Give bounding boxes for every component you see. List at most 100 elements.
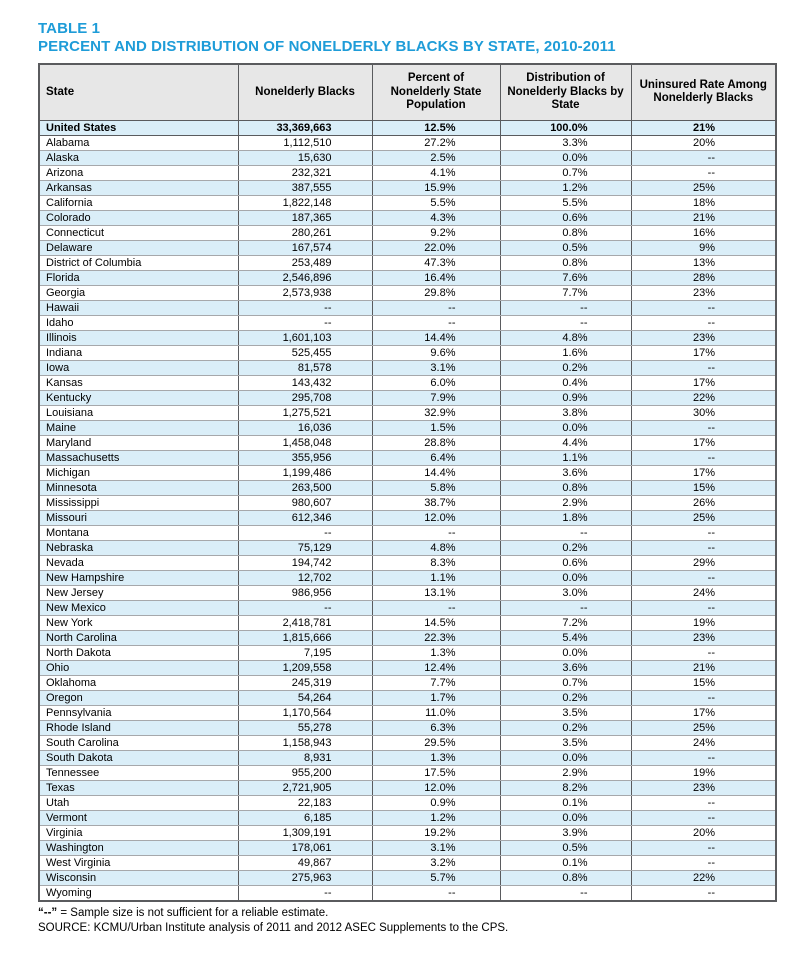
value-cell: 0.0% [499,809,632,826]
dash-note-text: = Sample size is not sufficient for a re… [57,906,329,919]
state-cell: Indiana [38,344,239,361]
value-cell: -- [630,314,777,331]
table-row: North Carolina 1,815,666 22.3% 5.4% 23% [38,629,777,646]
state-cell: Vermont [38,809,239,826]
value-cell: 6.0% [371,374,501,391]
value-cell: -- [237,299,373,316]
state-cell: Kansas [38,374,239,391]
value-cell: 29.5% [371,734,501,751]
value-cell: -- [630,809,777,826]
table-row: Washington 178,061 3.1% 0.5% -- [38,839,777,856]
value-cell: 20% [630,134,777,151]
value-cell: 8.2% [499,779,632,796]
table-row: Wisconsin 275,963 5.7% 0.8% 22% [38,869,777,886]
value-cell: 194,742 [237,554,373,571]
value-cell: 7.9% [371,389,501,406]
value-cell: 21% [630,119,777,136]
value-cell: 2,721,905 [237,779,373,796]
value-cell: 2,546,896 [237,269,373,286]
value-cell: 1,275,521 [237,404,373,421]
value-cell: 16% [630,224,777,241]
table-label: TABLE 1 [38,20,101,37]
dash-symbol: “--” [38,906,58,919]
value-cell: 19% [630,614,777,631]
state-cell: Iowa [38,359,239,376]
value-cell: 1.2% [371,809,501,826]
value-cell: 47.3% [371,254,501,271]
state-cell: Ohio [38,659,239,676]
value-cell: 14.4% [371,329,501,346]
page-content: TABLE 1 PERCENT AND DISTRIBUTION OF NONE… [38,20,777,934]
value-cell: 11.0% [371,704,501,721]
value-cell: -- [499,884,632,901]
value-cell: 0.2% [499,359,632,376]
table-row: Louisiana 1,275,521 32.9% 3.8% 30% [38,404,777,421]
value-cell: 22.0% [371,239,501,256]
value-cell: -- [630,164,777,181]
table-row: New Mexico -- -- -- -- [38,599,777,616]
title-block: TABLE 1 PERCENT AND DISTRIBUTION OF NONE… [38,20,775,56]
state-cell: South Dakota [38,749,239,766]
table-row: Rhode Island 55,278 6.3% 0.2% 25% [38,719,777,736]
value-cell: -- [630,689,777,706]
value-cell: 18% [630,194,777,211]
source-footnote: SOURCE: KCMU/Urban Institute analysis of… [38,921,509,934]
table-row: Pennsylvania 1,170,564 11.0% 3.5% 17% [38,704,777,721]
value-cell: -- [499,599,632,616]
value-cell: -- [630,539,777,556]
value-cell: 13% [630,254,777,271]
state-cell: Washington [38,839,239,856]
value-cell: 24% [630,584,777,601]
value-cell: -- [499,299,632,316]
value-cell: 8,931 [237,749,373,766]
value-cell: 22.3% [371,629,501,646]
state-cell: Hawaii [38,299,239,316]
state-cell: Minnesota [38,479,239,496]
value-cell: 4.3% [371,209,501,226]
value-cell: 0.1% [499,794,632,811]
value-cell: -- [499,524,632,541]
state-cell: Wisconsin [38,869,239,886]
state-cell: Kentucky [38,389,239,406]
value-cell: 187,365 [237,209,373,226]
value-cell: 75,129 [237,539,373,556]
value-cell: 1,158,943 [237,734,373,751]
value-cell: -- [371,599,501,616]
value-cell: 1,815,666 [237,629,373,646]
value-cell: 0.2% [499,719,632,736]
value-cell: 6.4% [371,449,501,466]
value-cell: 22% [630,389,777,406]
value-cell: 100.0% [499,119,632,136]
table-row: South Carolina 1,158,943 29.5% 3.5% 24% [38,734,777,751]
value-cell: 12.0% [371,509,501,526]
value-cell: 0.6% [499,554,632,571]
table-row: Florida 2,546,896 16.4% 7.6% 28% [38,269,777,286]
state-cell: Tennessee [38,764,239,781]
value-cell: 2,418,781 [237,614,373,631]
value-cell: -- [371,314,501,331]
value-cell: 0.7% [499,674,632,691]
value-cell: 0.7% [499,164,632,181]
value-cell: 24% [630,734,777,751]
value-cell: 2.9% [499,494,632,511]
value-cell: -- [630,449,777,466]
state-cell: Louisiana [38,404,239,421]
value-cell: 0.9% [499,389,632,406]
table-row: Arizona 232,321 4.1% 0.7% -- [38,164,777,181]
state-data-table: State Nonelderly Blacks Percent of Nonel… [38,63,777,902]
state-cell: Arkansas [38,179,239,196]
table-row: Idaho -- -- -- -- [38,314,777,331]
table-row: Oklahoma 245,319 7.7% 0.7% 15% [38,674,777,691]
value-cell: 0.2% [499,689,632,706]
value-cell: -- [630,299,777,316]
value-cell: 3.3% [499,134,632,151]
value-cell: 23% [630,629,777,646]
table-row: Nebraska 75,129 4.8% 0.2% -- [38,539,777,556]
value-cell: 81,578 [237,359,373,376]
value-cell: -- [371,524,501,541]
value-cell: -- [630,569,777,586]
value-cell: 7,195 [237,644,373,661]
value-cell: 26% [630,494,777,511]
value-cell: 1,209,558 [237,659,373,676]
value-cell: 5.5% [371,194,501,211]
